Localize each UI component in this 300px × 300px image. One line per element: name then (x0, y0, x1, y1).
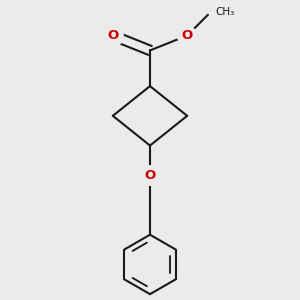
Text: O: O (182, 29, 193, 42)
Text: O: O (107, 29, 118, 42)
Text: CH₃: CH₃ (215, 8, 235, 17)
Text: O: O (144, 169, 156, 182)
